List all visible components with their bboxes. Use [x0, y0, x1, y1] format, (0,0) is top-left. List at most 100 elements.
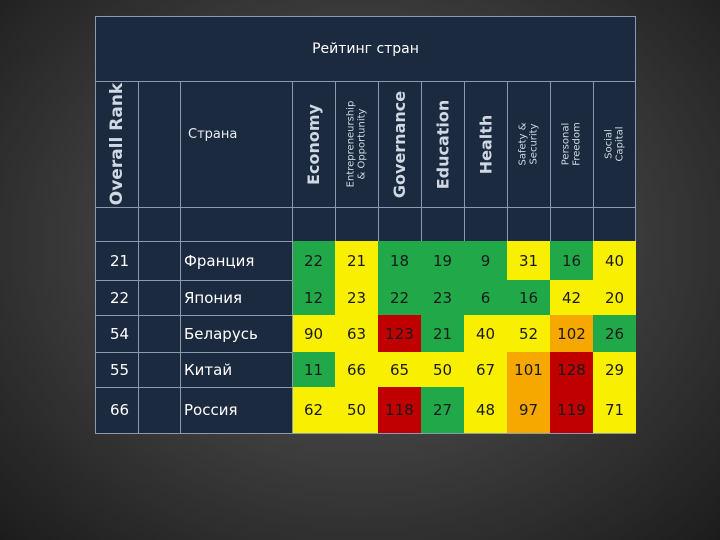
grid-line	[550, 81, 551, 207]
score-cell: 16	[507, 280, 550, 315]
grid-line	[464, 207, 465, 241]
header-country: Страна	[188, 127, 238, 142]
rank-cell: 66	[110, 401, 130, 419]
score-cell: 123	[378, 315, 421, 352]
table-row: 54 Беларусь 90 63 123 21 40 52 102 26	[96, 315, 636, 353]
grid-line	[180, 315, 181, 352]
rating-table: Рейтинг стран Overall Rank Страна Econom…	[95, 16, 636, 434]
score-cell: 119	[550, 387, 593, 433]
score-cell: 19	[421, 241, 464, 280]
score-cell: 12	[292, 280, 335, 315]
country-cell: Япония	[184, 288, 242, 307]
grid-line	[292, 280, 293, 315]
score-cell: 40	[464, 315, 507, 352]
grid-line	[180, 387, 181, 433]
score-cell: 48	[464, 387, 507, 433]
score-cell: 16	[550, 241, 593, 280]
grid-line	[421, 81, 422, 207]
grid-line	[464, 81, 465, 207]
score-cell: 27	[421, 387, 464, 433]
grid-line	[378, 81, 379, 207]
grid-line	[335, 81, 336, 207]
table-row: 55 Китай 11 66 65 50 67 101 128 29	[96, 352, 636, 388]
grid-line	[421, 207, 422, 241]
grid-line	[507, 81, 508, 207]
rank-cell: 54	[110, 324, 130, 343]
empty-cell	[138, 241, 180, 280]
score-cell: 42	[550, 280, 593, 315]
grid-line	[292, 315, 293, 352]
country-cell: Китай	[184, 360, 233, 379]
table-row: 66 Россия 62 50 118 27 48 97 119 71	[96, 387, 636, 433]
rank-cell: 21	[110, 251, 130, 270]
rank-cell: 22	[110, 288, 130, 307]
grid-line	[335, 207, 336, 241]
score-cell: 23	[335, 280, 378, 315]
empty-cell	[138, 387, 180, 433]
score-cell: 21	[421, 315, 464, 352]
header-category-5: Safety & Security	[517, 122, 540, 166]
score-cell: 128	[550, 352, 593, 387]
score-cell: 6	[464, 280, 507, 315]
score-cell: 90	[292, 315, 335, 352]
grid-line	[180, 280, 181, 315]
score-cell: 40	[593, 241, 636, 280]
header-category-7: Social Capital	[603, 126, 626, 162]
header-row: Overall Rank Страна Economy Entrepreneurs…	[96, 81, 635, 208]
rank-cell: 55	[110, 360, 130, 379]
grid-line	[138, 352, 139, 387]
country-cell: Франция	[184, 251, 255, 270]
grid-line	[550, 207, 551, 241]
header-sub-row	[96, 207, 635, 242]
empty-cell	[138, 315, 180, 352]
grid-line	[292, 81, 293, 207]
grid-line	[138, 387, 139, 433]
score-cell: 101	[507, 352, 550, 387]
score-cell: 29	[593, 352, 636, 387]
score-cell: 62	[292, 387, 335, 433]
score-cell: 11	[292, 352, 335, 387]
header-overall-rank: Overall Rank	[107, 82, 127, 206]
grid-line	[507, 207, 508, 241]
grid-line	[138, 241, 139, 280]
grid-line	[593, 207, 594, 241]
header-category-2: Governance	[390, 90, 409, 198]
grid-line	[138, 207, 139, 241]
header-category-3: Education	[433, 99, 453, 189]
table-title: Рейтинг стран	[96, 17, 635, 82]
header-category-0: Economy	[304, 103, 324, 185]
score-cell: 102	[550, 315, 593, 352]
grid-line	[180, 207, 181, 241]
header-category-4: Health	[476, 114, 495, 174]
score-cell: 118	[378, 387, 421, 433]
grid-line	[292, 207, 293, 241]
grid-line	[292, 241, 293, 280]
grid-line	[292, 352, 293, 387]
table-row: 21 Франция 22 21 18 19 9 31 16 40	[96, 241, 636, 281]
score-cell: 67	[464, 352, 507, 387]
score-cell: 9	[464, 241, 507, 280]
grid-line	[292, 387, 293, 433]
score-cell: 26	[593, 315, 636, 352]
score-cell: 65	[378, 352, 421, 387]
score-cell: 21	[335, 241, 378, 280]
score-cell: 20	[593, 280, 636, 315]
score-cell: 18	[378, 241, 421, 280]
score-cell: 97	[507, 387, 550, 433]
grid-line	[138, 315, 139, 352]
header-category-1: Entrepreneurship & Opportunity	[345, 100, 368, 188]
grid-line	[180, 352, 181, 387]
table-row: 22 Япония 12 23 22 23 6 16 42 20	[96, 280, 636, 316]
grid-line	[593, 81, 594, 207]
score-cell: 66	[335, 352, 378, 387]
score-cell: 63	[335, 315, 378, 352]
header-category-6: Personal Freedom	[560, 122, 583, 166]
score-cell: 22	[378, 280, 421, 315]
score-cell: 31	[507, 241, 550, 280]
score-cell: 52	[507, 315, 550, 352]
score-cell: 50	[421, 352, 464, 387]
score-cell: 71	[593, 387, 636, 433]
grid-line	[138, 280, 139, 315]
score-cell: 50	[335, 387, 378, 433]
empty-cell	[138, 352, 180, 387]
